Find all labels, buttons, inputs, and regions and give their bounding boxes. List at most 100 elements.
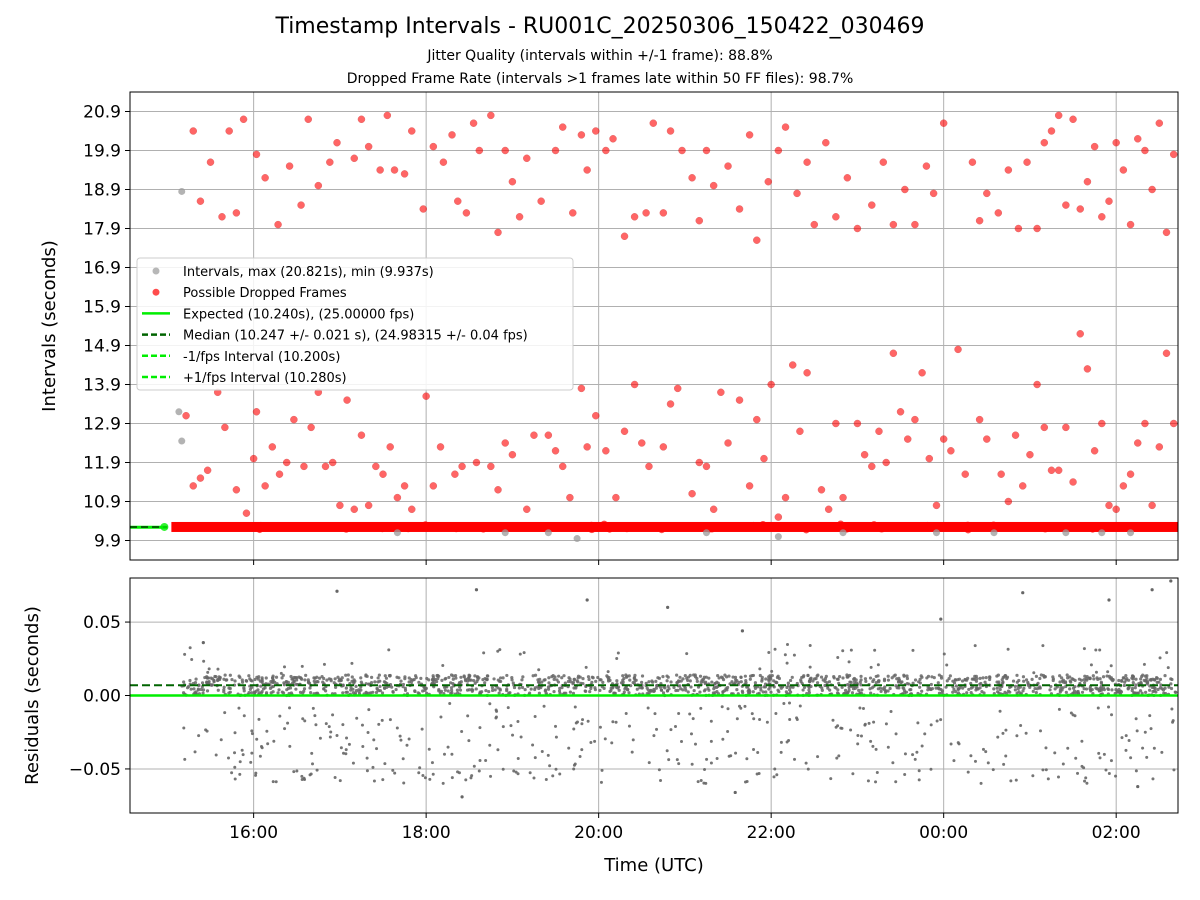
dropped-frame-point (1040, 423, 1049, 432)
residual-point (816, 755, 820, 759)
residual-point (911, 753, 915, 757)
residual-point (1151, 689, 1155, 694)
residual-point (1030, 677, 1034, 681)
residual-point (1145, 676, 1149, 681)
residual-point (866, 779, 870, 783)
dropped-frame-point (1062, 201, 1070, 209)
residual-point (276, 691, 280, 695)
dropped-frame-point (203, 466, 212, 475)
residual-point (416, 691, 420, 695)
residual-point (377, 722, 381, 726)
residual-point (562, 674, 566, 678)
residual-point (640, 686, 644, 690)
residual-point (586, 719, 590, 723)
dropped-frame-point (336, 501, 344, 510)
dropped-frame-point (551, 447, 560, 455)
residual-point (431, 675, 435, 680)
residual-point (686, 678, 690, 683)
residual-point (346, 678, 350, 682)
residual-point (695, 679, 699, 683)
residual-point (345, 736, 349, 740)
residual-point (669, 680, 673, 684)
dropped-frame-point (975, 415, 984, 424)
residual-point (719, 675, 724, 679)
interval-point (501, 529, 509, 537)
residual-point (1149, 727, 1153, 731)
residual-point (1004, 754, 1008, 758)
residual-point (469, 776, 473, 780)
dropped-frame-point (221, 423, 229, 432)
residual-point (847, 660, 851, 664)
dropped-frame-point (832, 213, 840, 221)
residual-point (1021, 675, 1026, 679)
residual-point (1101, 675, 1106, 679)
residual-point (213, 674, 217, 679)
residual-point (325, 678, 329, 682)
residual-point (1110, 688, 1114, 692)
residual-point (1083, 779, 1087, 783)
residual-point (599, 678, 603, 682)
residual-point (1060, 676, 1064, 680)
residual-point (456, 770, 460, 774)
residual-point (555, 678, 559, 682)
residual-point (966, 770, 970, 774)
y-tick-label: 10.9 (83, 493, 121, 513)
residual-point (709, 761, 713, 765)
residual-point (222, 688, 226, 692)
residual-point (675, 758, 679, 762)
residual-point (506, 706, 510, 710)
residual-point (543, 688, 548, 692)
residual-point (399, 679, 403, 683)
residual-point (731, 675, 735, 679)
residual-point (874, 780, 878, 784)
residual-point (871, 744, 875, 748)
residual-point (485, 674, 490, 678)
residual-point (981, 747, 985, 751)
residual-point (1134, 769, 1138, 773)
residual-point (391, 768, 395, 772)
legend-box (136, 257, 574, 391)
residual-point (835, 691, 840, 695)
residual-point (1082, 647, 1086, 651)
residual-point (937, 691, 942, 695)
residual-point (902, 673, 906, 677)
residual-point (248, 677, 252, 681)
dropped-frame-point (1026, 450, 1034, 459)
dropped-frame-point (1162, 228, 1171, 237)
residual-point (793, 757, 797, 761)
residual-point (659, 688, 663, 692)
residual-point (517, 686, 521, 690)
residual-point (1031, 774, 1035, 778)
residual-point (308, 686, 312, 690)
residual-point (1101, 686, 1106, 690)
dropped-frame-point (989, 522, 997, 530)
dropped-frame-point (252, 150, 261, 159)
residual-point (1013, 684, 1017, 688)
residual-point (1021, 591, 1025, 595)
residual-point (516, 719, 520, 723)
dropped-frame-point (1062, 423, 1070, 432)
residual-point (533, 756, 537, 760)
residual-point (521, 675, 525, 679)
residual-point (770, 669, 774, 673)
residual-point (302, 689, 306, 693)
dropped-frame-point (475, 146, 484, 155)
residual-point (520, 685, 525, 690)
residual-point (996, 673, 1000, 677)
residual-point (715, 756, 719, 760)
dropped-frame-point (583, 443, 591, 451)
dropped-frame-point (178, 522, 186, 530)
residual-point (375, 687, 379, 691)
residual-point (1041, 768, 1045, 772)
residual-point (418, 766, 422, 770)
dropped-frame-point (357, 115, 366, 124)
residual-point (764, 690, 768, 694)
residual-point (627, 724, 631, 728)
residual-point (1074, 756, 1078, 760)
residual-point (341, 691, 345, 695)
residual-point (860, 688, 864, 692)
residual-point (228, 673, 232, 677)
residual-point (770, 673, 774, 678)
residual-point (346, 673, 350, 677)
residual-point (585, 598, 589, 602)
